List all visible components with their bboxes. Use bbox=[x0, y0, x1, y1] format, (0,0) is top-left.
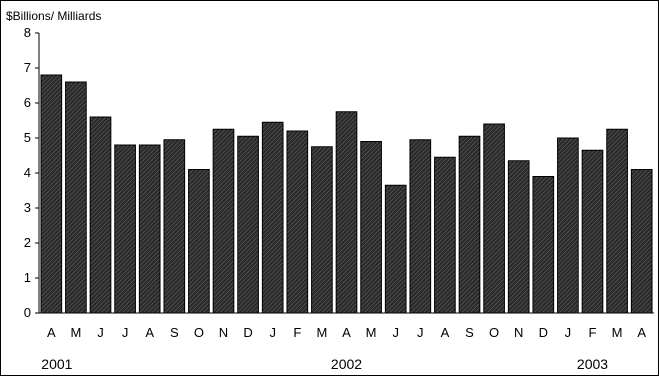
bar-1 bbox=[65, 81, 87, 314]
bars bbox=[40, 74, 653, 314]
x-tick-label-24: A bbox=[637, 325, 646, 340]
bar-15 bbox=[409, 139, 432, 314]
x-tick-label-3: J bbox=[122, 325, 129, 340]
bar-4 bbox=[138, 144, 161, 314]
bar-5 bbox=[163, 139, 186, 314]
x-tick-label-17: S bbox=[465, 325, 474, 340]
x-tick-label-15: J bbox=[417, 325, 424, 340]
x-tick-label-9: J bbox=[269, 325, 276, 340]
bar-6 bbox=[188, 169, 210, 314]
x-tick-label-19: N bbox=[514, 325, 523, 340]
y-tick-label-3: 3 bbox=[24, 200, 31, 215]
bar-23 bbox=[606, 128, 628, 314]
bar-19 bbox=[507, 160, 530, 314]
bar-11 bbox=[311, 146, 333, 314]
x-tick-label-18: O bbox=[489, 325, 499, 340]
bar-16 bbox=[434, 156, 456, 314]
y-tick-label-4: 4 bbox=[24, 165, 31, 180]
bar-20 bbox=[532, 176, 555, 314]
bar-12 bbox=[335, 111, 358, 314]
x-tick-label-13: M bbox=[366, 325, 377, 340]
x-tick-label-0: A bbox=[47, 325, 56, 340]
y-tick-label-5: 5 bbox=[24, 130, 31, 145]
x-tick-label-16: A bbox=[441, 325, 450, 340]
x-tick-label-12: A bbox=[342, 325, 351, 340]
y-axis-label: $Billions/ Milliards bbox=[6, 9, 101, 23]
y-ticks: 0 1 2 3 4 5 6 7 8 bbox=[24, 25, 39, 320]
y-tick-label-7: 7 bbox=[24, 60, 31, 75]
year-label-2002: 2002 bbox=[331, 356, 362, 372]
bar-0 bbox=[40, 74, 63, 314]
x-tick-label-7: N bbox=[219, 325, 228, 340]
bar-2 bbox=[89, 116, 112, 314]
y-tick-label-1: 1 bbox=[24, 270, 31, 285]
x-tick-label-23: M bbox=[612, 325, 623, 340]
bar-18 bbox=[483, 123, 505, 314]
year-label-2001: 2001 bbox=[41, 356, 72, 372]
bar-8 bbox=[237, 135, 259, 314]
x-tick-label-2: J bbox=[97, 325, 104, 340]
x-tick-label-21: J bbox=[565, 325, 572, 340]
x-tick-label-10: F bbox=[293, 325, 301, 340]
bar-9 bbox=[261, 121, 284, 314]
x-tick-label-11: M bbox=[316, 325, 327, 340]
x-tick-label-6: O bbox=[194, 325, 204, 340]
y-tick-label-8: 8 bbox=[24, 25, 31, 40]
y-tick-label-0: 0 bbox=[24, 305, 31, 320]
bar-22 bbox=[581, 149, 604, 314]
bar-7 bbox=[212, 128, 235, 314]
bar-3 bbox=[114, 144, 136, 314]
bar-17 bbox=[458, 135, 481, 314]
x-tick-label-1: M bbox=[70, 325, 81, 340]
x-tick-label-14: J bbox=[392, 325, 399, 340]
bar-10 bbox=[286, 130, 309, 314]
x-tick-label-8: D bbox=[243, 325, 252, 340]
x-tick-label-20: D bbox=[539, 325, 548, 340]
year-label-2003: 2003 bbox=[577, 356, 608, 372]
bar-21 bbox=[557, 137, 579, 314]
y-tick-label-6: 6 bbox=[24, 95, 31, 110]
y-tick-label-2: 2 bbox=[24, 235, 31, 250]
x-tick-label-22: F bbox=[589, 325, 597, 340]
year-labels: 2001 2002 2003 bbox=[41, 356, 608, 372]
bar-24 bbox=[630, 169, 653, 314]
x-tick-label-5: S bbox=[170, 325, 179, 340]
bar-14 bbox=[384, 184, 407, 314]
x-tick-label-4: A bbox=[145, 325, 154, 340]
bar-13 bbox=[360, 141, 382, 314]
